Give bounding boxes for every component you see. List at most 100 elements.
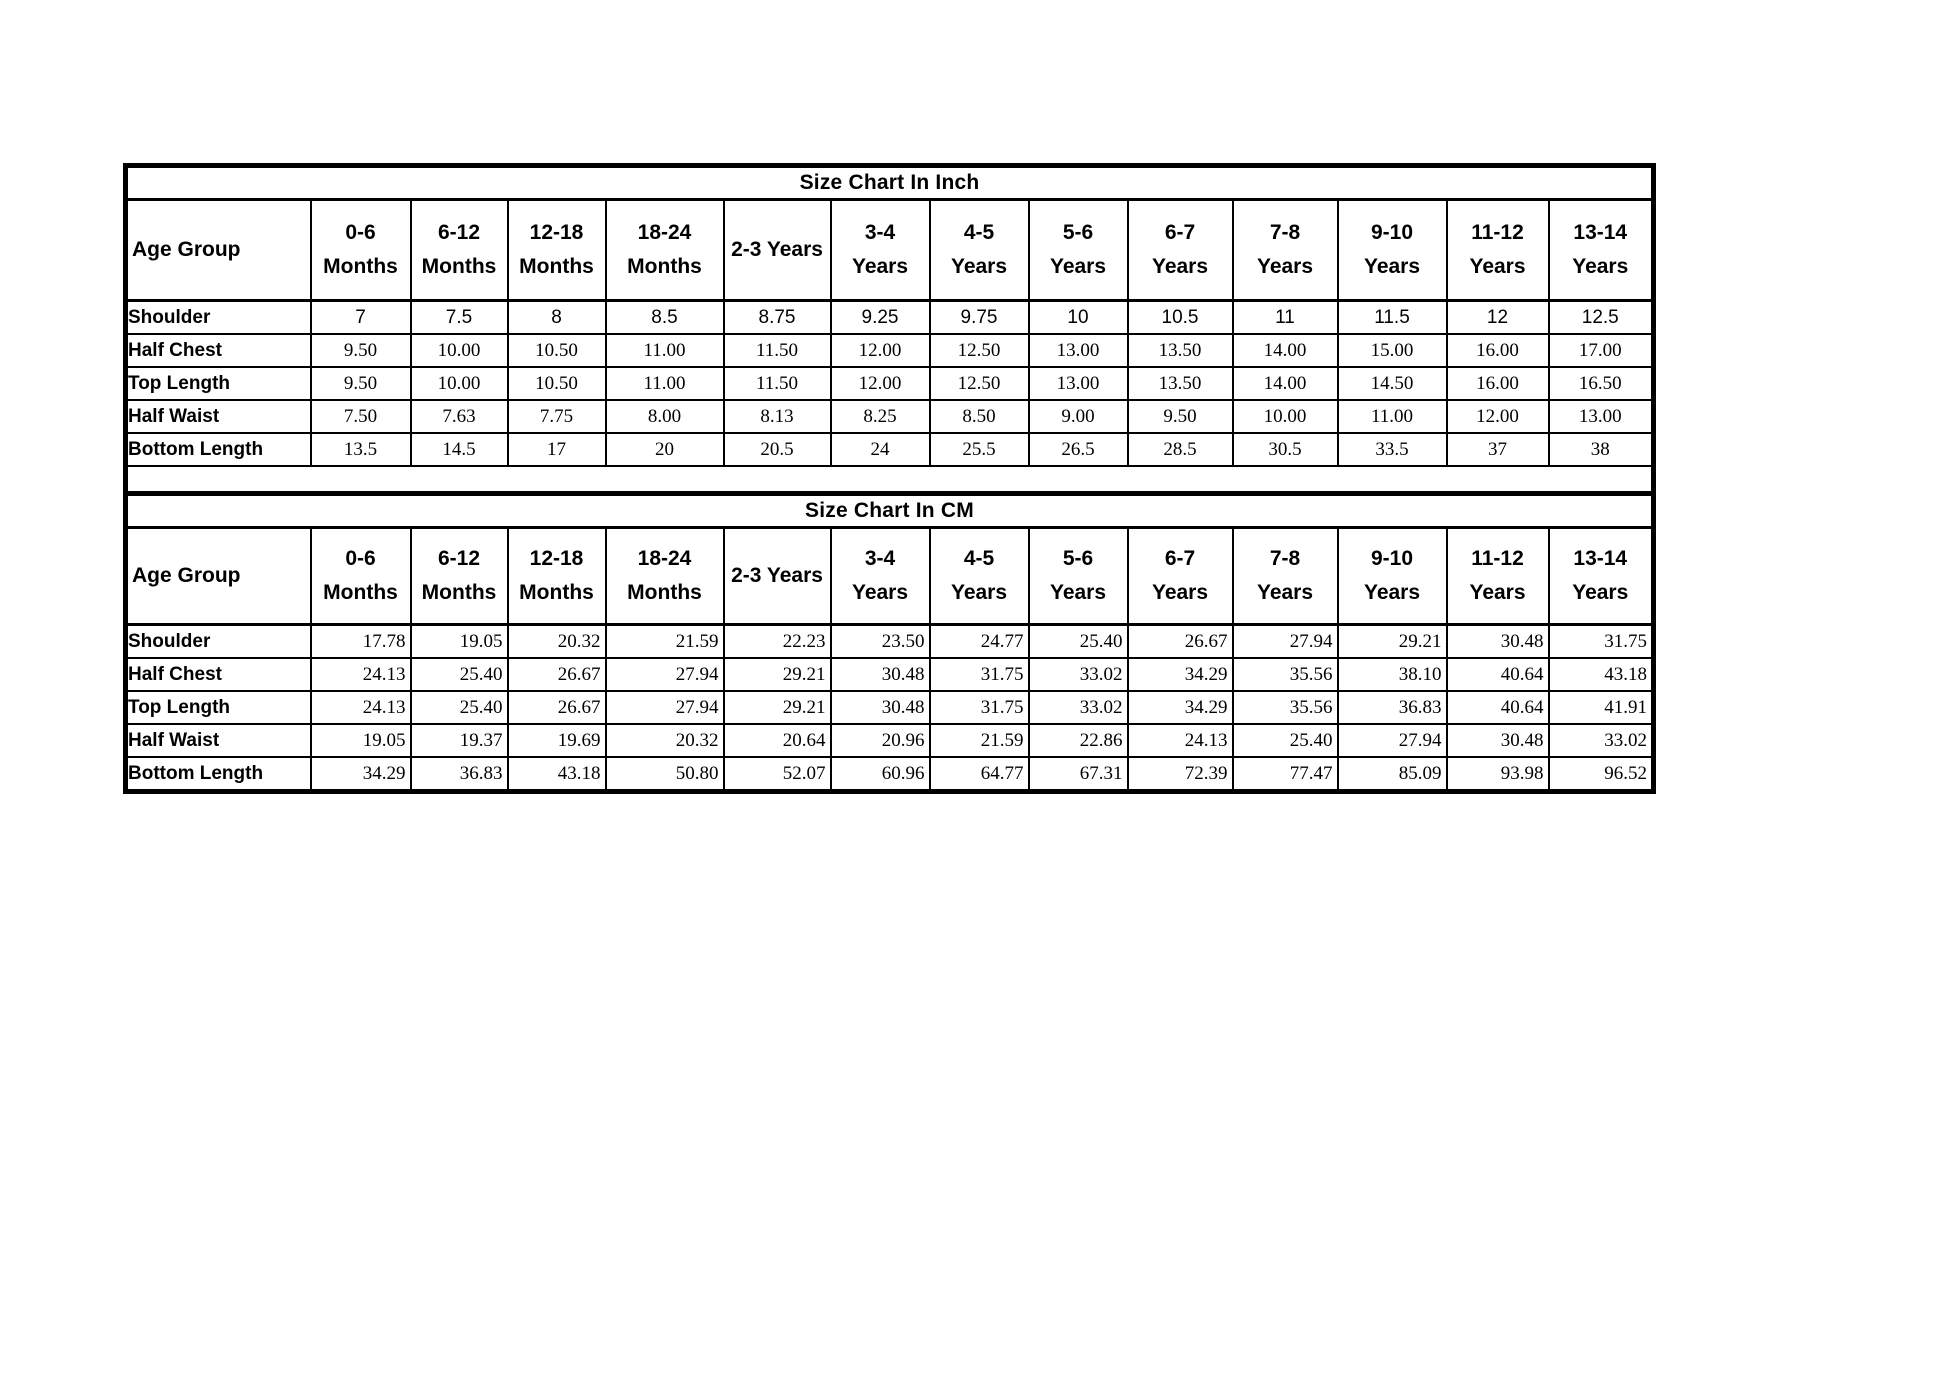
value-cell-cm: 35.56 bbox=[1231, 690, 1339, 725]
value-cell-inch: 13.50 bbox=[1126, 366, 1234, 401]
row-label-cm: Half Chest bbox=[124, 657, 312, 692]
header-col-inch: 4-5 Years bbox=[928, 198, 1030, 302]
value-cell-cm: 33.02 bbox=[1027, 657, 1129, 692]
table-row: Shoulder 7 7.5 8 8.5 8.75 9.25 9.75 10 10.5 11 11.5… bbox=[124, 299, 1655, 335]
value-cell-inch: 13.50 bbox=[1126, 333, 1234, 368]
value-cell-inch: 10.50 bbox=[506, 366, 607, 401]
value-cell-inch: 8.13 bbox=[722, 399, 832, 434]
value-cell-inch: 11.00 bbox=[604, 366, 725, 401]
value-cell-cm: 30.48 bbox=[829, 690, 931, 725]
value-cell-cm: 33.02 bbox=[1027, 690, 1129, 725]
value-cell-inch: 10.00 bbox=[409, 333, 509, 368]
value-cell-cm: 31.75 bbox=[928, 657, 1030, 692]
value-cell-cm: 60.96 bbox=[829, 756, 931, 793]
value-cell-cm: 27.94 bbox=[604, 690, 725, 725]
value-cell-cm: 31.75 bbox=[928, 690, 1030, 725]
header-col-inch: 6-7 Years bbox=[1126, 198, 1234, 302]
value-cell-cm: 50.80 bbox=[604, 756, 725, 793]
value-cell-inch: 10 bbox=[1027, 299, 1129, 335]
value-cell-cm: 25.40 bbox=[409, 690, 509, 725]
row-label-cm: Half Waist bbox=[124, 723, 312, 758]
value-cell-cm: 35.56 bbox=[1231, 657, 1339, 692]
value-cell-inch: 9.50 bbox=[1126, 399, 1234, 434]
value-cell-cm: 27.94 bbox=[1336, 723, 1448, 758]
size-chart-table: Size Chart In Inch Age Group 0-6 Months 6-1… bbox=[123, 163, 1656, 794]
value-cell-inch: 7.75 bbox=[506, 399, 607, 434]
value-cell-cm: 67.31 bbox=[1027, 756, 1129, 793]
value-cell-cm: 24.77 bbox=[928, 623, 1030, 659]
value-cell-cm: 43.18 bbox=[506, 756, 607, 793]
value-cell-cm: 36.83 bbox=[1336, 690, 1448, 725]
value-cell-inch: 37 bbox=[1445, 432, 1550, 467]
value-cell-inch: 14.50 bbox=[1336, 366, 1448, 401]
table-row: Bottom Length 13.5 14.5 17 20 20.5 24 25.5 26.5 2… bbox=[124, 432, 1655, 467]
value-cell-cm: 85.09 bbox=[1336, 756, 1448, 793]
value-cell-cm: 93.98 bbox=[1445, 756, 1550, 793]
value-cell-inch: 7.50 bbox=[309, 399, 412, 434]
value-cell-inch: 25.5 bbox=[928, 432, 1030, 467]
header-col-cm: 5-6 Years bbox=[1027, 526, 1129, 626]
value-cell-inch: 26.5 bbox=[1027, 432, 1129, 467]
value-cell-inch: 12.5 bbox=[1547, 299, 1655, 335]
value-cell-cm: 34.29 bbox=[1126, 690, 1234, 725]
header-col-inch: 0-6 Months bbox=[309, 198, 412, 302]
value-cell-inch: 17.00 bbox=[1547, 333, 1655, 368]
value-cell-inch: 14.5 bbox=[409, 432, 509, 467]
value-cell-cm: 52.07 bbox=[722, 756, 832, 793]
table-spacer-cell bbox=[125, 465, 1654, 494]
value-cell-cm: 25.40 bbox=[1231, 723, 1339, 758]
value-cell-cm: 24.13 bbox=[1126, 723, 1234, 758]
table-row: Bottom Length 34.29 36.83 43.18 50.80 52.07 60… bbox=[124, 756, 1655, 793]
value-cell-cm: 72.39 bbox=[1126, 756, 1234, 793]
value-cell-inch: 12.00 bbox=[1445, 399, 1550, 434]
header-col-inch: 5-6 Years bbox=[1027, 198, 1129, 302]
value-cell-inch: 14.00 bbox=[1231, 333, 1339, 368]
table-title-inch: Size Chart In Inch bbox=[124, 164, 1655, 201]
value-cell-cm: 27.94 bbox=[1231, 623, 1339, 659]
table-spacer bbox=[125, 465, 1654, 494]
value-cell-cm: 77.47 bbox=[1231, 756, 1339, 793]
header-col-cm: 4-5 Years bbox=[928, 526, 1030, 626]
value-cell-inch: 9.00 bbox=[1027, 399, 1129, 434]
value-cell-inch: 10.50 bbox=[506, 333, 607, 368]
value-cell-inch: 11.00 bbox=[604, 333, 725, 368]
value-cell-cm: 33.02 bbox=[1547, 723, 1655, 758]
value-cell-inch: 11.00 bbox=[1336, 399, 1448, 434]
table-row: Half Chest 24.13 25.40 26.67 27.94 29.21 30.48… bbox=[124, 657, 1655, 692]
value-cell-cm: 20.64 bbox=[722, 723, 832, 758]
value-cell-cm: 19.37 bbox=[409, 723, 509, 758]
value-cell-cm: 26.67 bbox=[1126, 623, 1234, 659]
header-col-cm: 9-10 Years bbox=[1336, 526, 1448, 626]
value-cell-inch: 16.00 bbox=[1445, 366, 1550, 401]
value-cell-cm: 40.64 bbox=[1445, 690, 1550, 725]
value-cell-inch: 8.5 bbox=[604, 299, 725, 335]
header-col-cm: 7-8 Years bbox=[1231, 526, 1339, 626]
value-cell-inch: 7.63 bbox=[409, 399, 509, 434]
value-cell-cm: 31.75 bbox=[1547, 623, 1655, 659]
value-cell-cm: 30.48 bbox=[1445, 623, 1550, 659]
value-cell-inch: 8.00 bbox=[604, 399, 725, 434]
value-cell-inch: 10.00 bbox=[1231, 399, 1339, 434]
value-cell-cm: 25.40 bbox=[1027, 623, 1129, 659]
value-cell-inch: 15.00 bbox=[1336, 333, 1448, 368]
header-col-inch: 2-3 Years bbox=[722, 198, 832, 302]
header-col-inch: 9-10 Years bbox=[1336, 198, 1448, 302]
size-chart: Size Chart In Inch Age Group 0-6 Months 6-1… bbox=[123, 163, 1656, 794]
header-col-inch: 13-14 Years bbox=[1547, 198, 1655, 302]
value-cell-inch: 11.50 bbox=[722, 366, 832, 401]
header-col-cm: 3-4 Years bbox=[829, 526, 931, 626]
value-cell-cm: 22.86 bbox=[1027, 723, 1129, 758]
value-cell-inch: 8.25 bbox=[829, 399, 931, 434]
value-cell-inch: 12 bbox=[1445, 299, 1550, 335]
value-cell-cm: 19.05 bbox=[409, 623, 509, 659]
value-cell-cm: 20.32 bbox=[506, 623, 607, 659]
value-cell-inch: 13.00 bbox=[1027, 366, 1129, 401]
table-title-row-inch: Size Chart In Inch bbox=[124, 164, 1655, 201]
value-cell-inch: 7.5 bbox=[409, 299, 509, 335]
header-col-cm: 11-12 Years bbox=[1445, 526, 1550, 626]
row-label-inch: Top Length bbox=[124, 366, 312, 401]
value-cell-cm: 29.21 bbox=[722, 690, 832, 725]
value-cell-inch: 38 bbox=[1547, 432, 1655, 467]
value-cell-inch: 11.50 bbox=[722, 333, 832, 368]
